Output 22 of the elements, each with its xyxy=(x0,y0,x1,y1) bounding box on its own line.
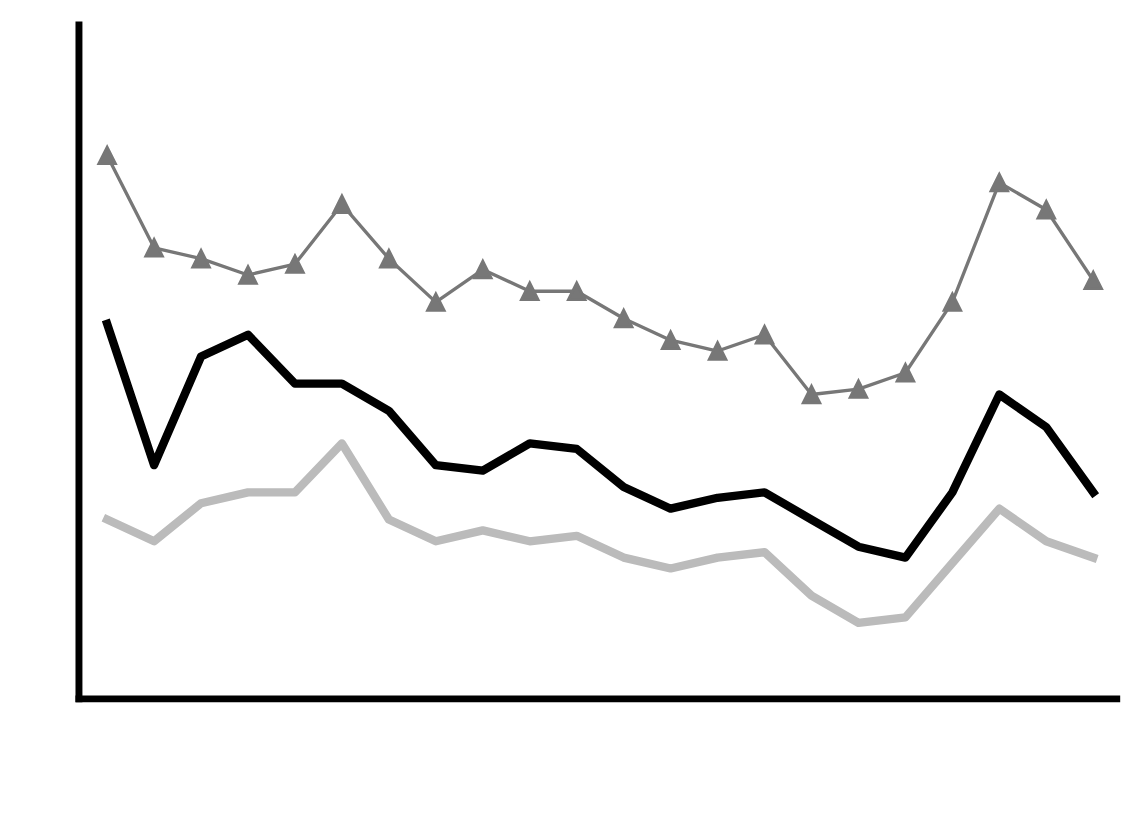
point xyxy=(801,384,822,405)
point xyxy=(989,172,1010,193)
point xyxy=(707,341,728,361)
point xyxy=(238,265,258,285)
point xyxy=(97,145,117,166)
point xyxy=(895,363,916,383)
point xyxy=(942,292,963,312)
point xyxy=(660,330,681,350)
point xyxy=(473,259,493,280)
point xyxy=(191,248,211,269)
point xyxy=(332,194,352,215)
point xyxy=(1083,270,1103,291)
point xyxy=(566,281,587,301)
point xyxy=(754,325,775,345)
point xyxy=(613,308,634,329)
point xyxy=(848,379,869,399)
point xyxy=(426,292,446,312)
point xyxy=(144,238,164,258)
point xyxy=(379,248,399,269)
point xyxy=(520,281,540,301)
point xyxy=(1036,200,1057,220)
point xyxy=(285,254,305,274)
